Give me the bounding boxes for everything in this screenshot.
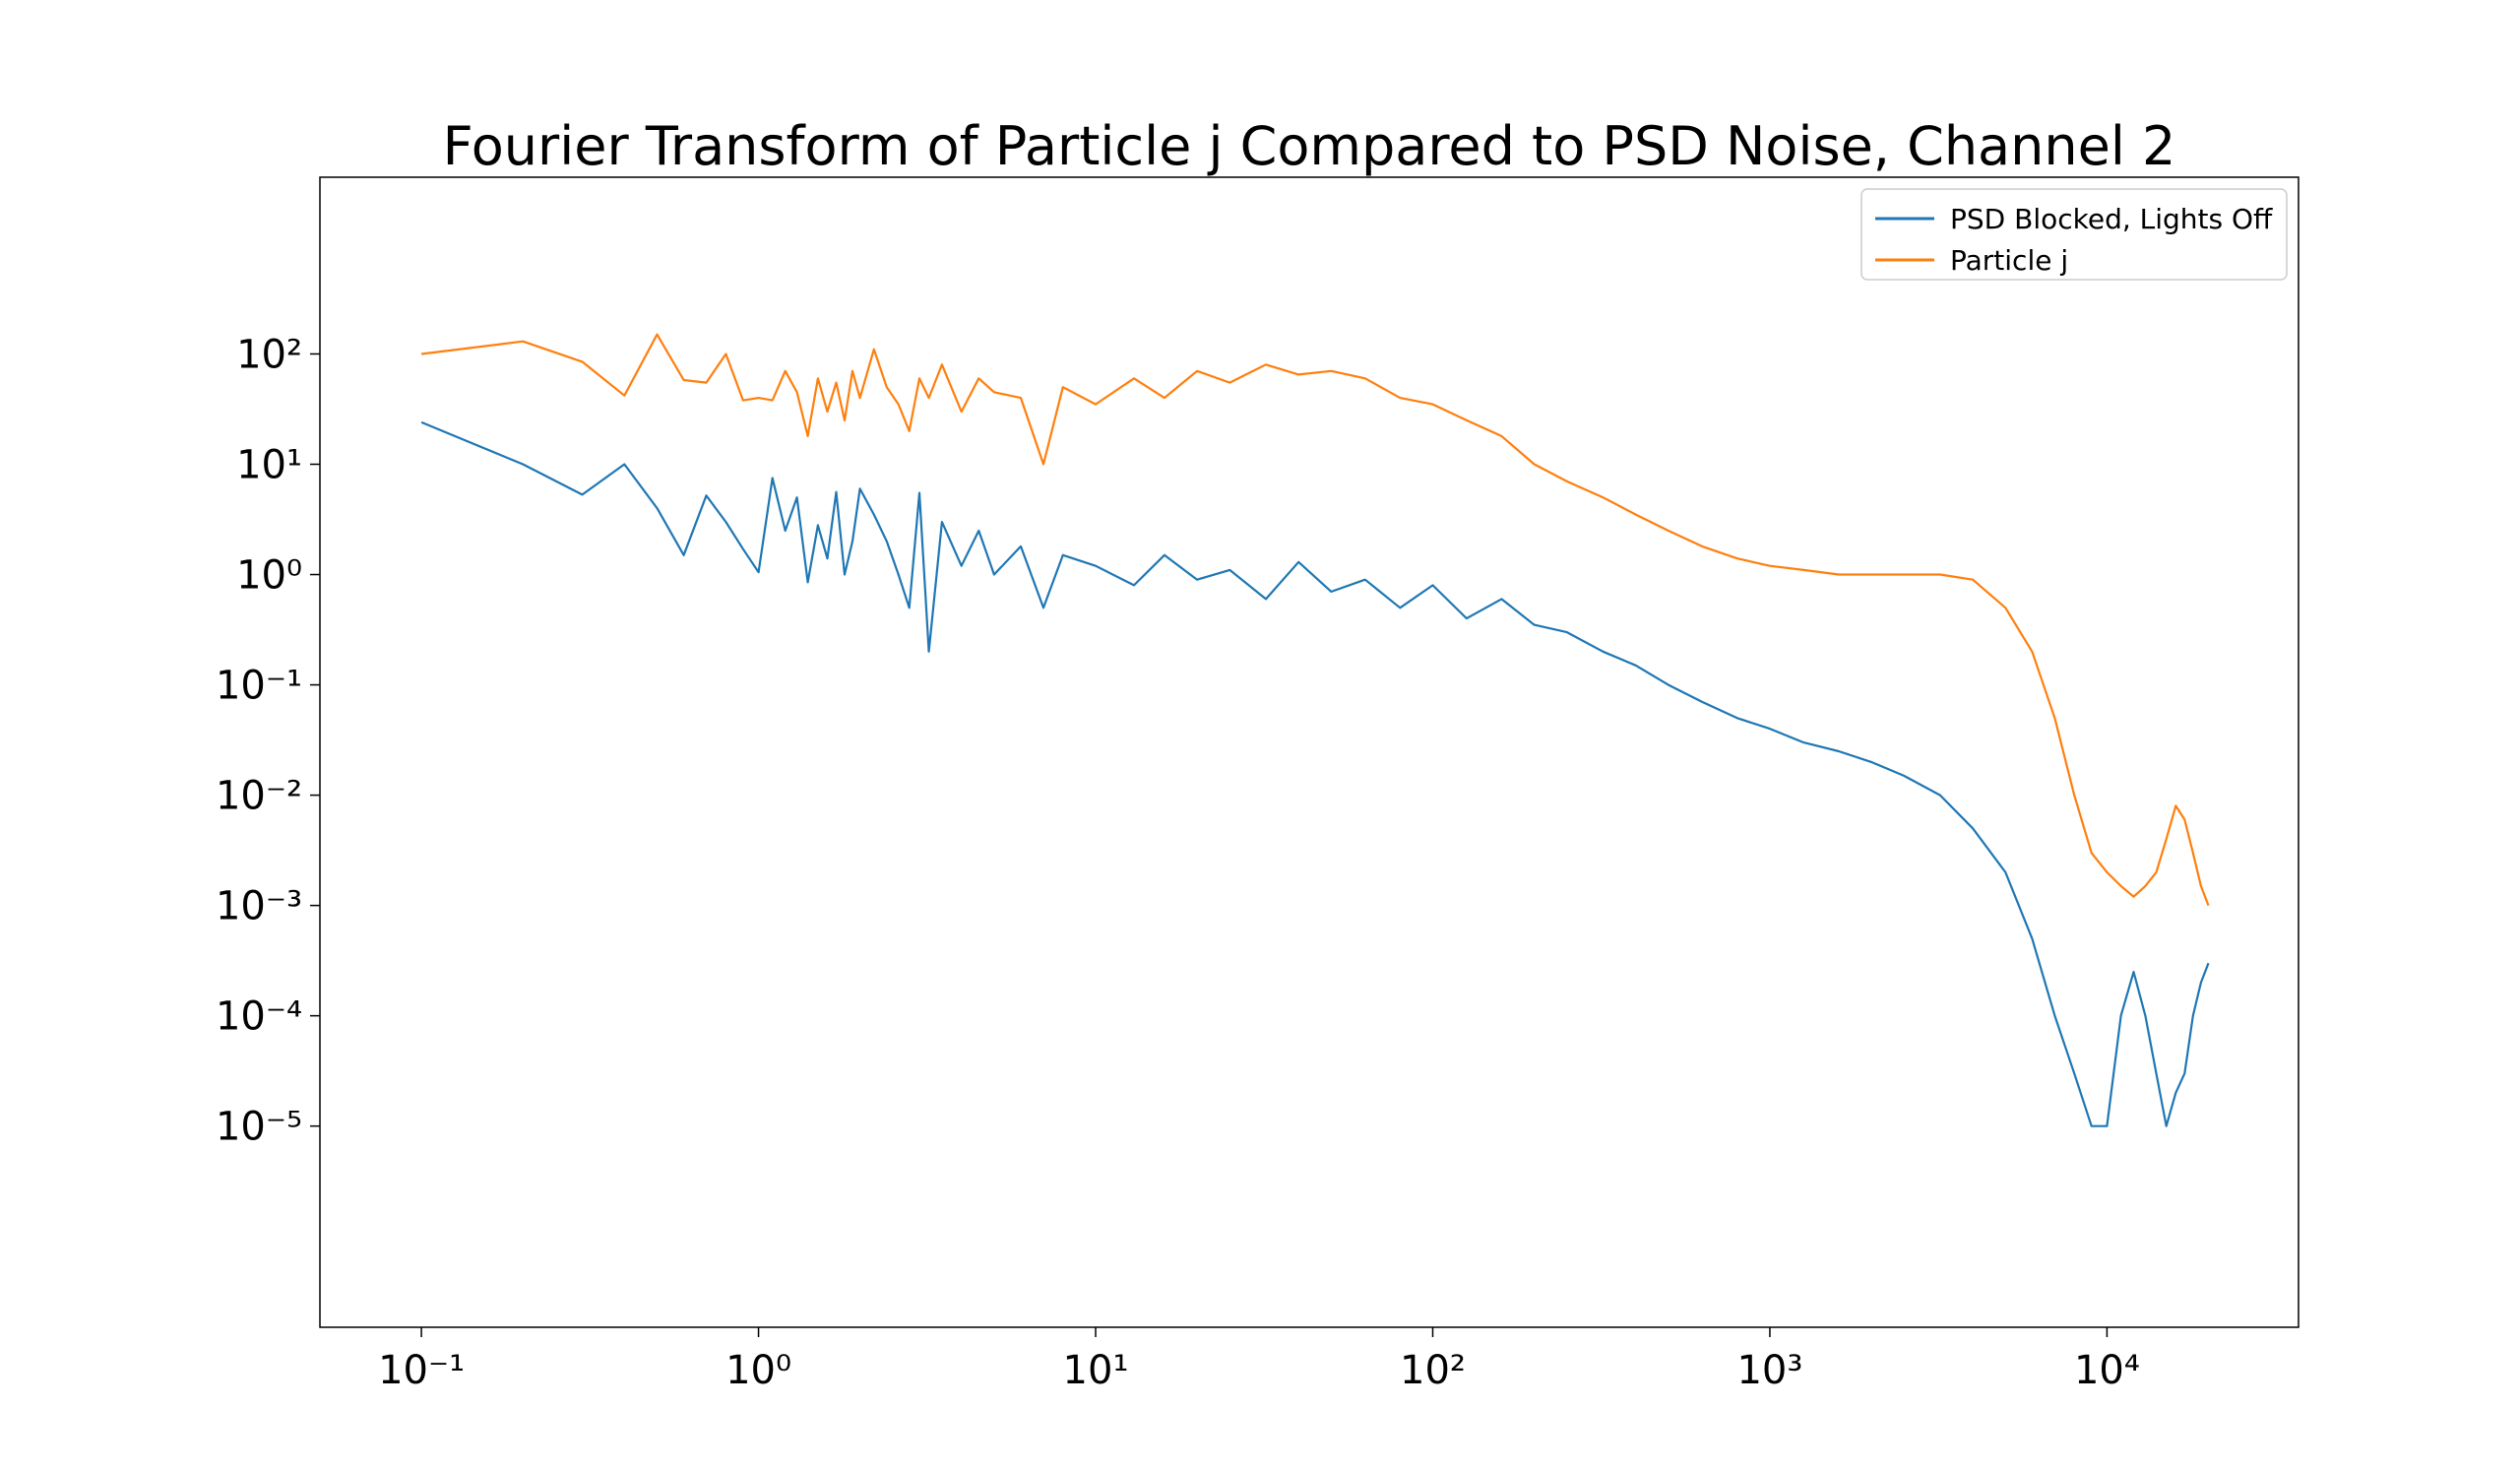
series-line-0 <box>420 420 2210 1127</box>
series-line-1 <box>420 333 2210 906</box>
x-tick-label: 10⁰ <box>725 1348 791 1393</box>
y-tick-label: 10¹ <box>236 443 302 488</box>
y-tick-label: 10⁻⁵ <box>216 1105 302 1150</box>
legend-label: Particle j <box>1950 244 2068 277</box>
plot-lines <box>420 333 2210 1127</box>
x-tick-label: 10² <box>1400 1348 1466 1393</box>
y-tick-label: 10⁰ <box>236 553 302 599</box>
legend-box <box>1860 188 2288 281</box>
y-axis: 10² 10¹ 10⁰ 10⁻¹ 10⁻² 10⁻³ 10⁻⁴ 10⁻⁵ <box>216 332 320 1150</box>
legend-label: PSD Blocked, Lights Off <box>1950 203 2273 235</box>
x-tick-label: 10⁻¹ <box>378 1348 465 1393</box>
y-tick-label: 10⁻⁴ <box>216 994 302 1040</box>
y-tick-label: 10² <box>236 332 302 377</box>
legend: PSD Blocked, Lights Off Particle j <box>1860 188 2288 281</box>
x-axis: 10⁻¹ 10⁰ 10¹ 10² 10³ 10⁴ <box>378 1327 2140 1393</box>
y-tick-label: 10⁻³ <box>216 884 302 929</box>
chart-title: Fourier Transform of Particle j Compared… <box>443 115 2176 177</box>
y-tick-label: 10⁻¹ <box>216 664 302 709</box>
plot-frame <box>319 176 2300 1328</box>
x-tick-label: 10⁴ <box>2074 1348 2140 1393</box>
y-tick-label: 10⁻² <box>216 774 302 819</box>
x-tick-label: 10³ <box>1736 1348 1802 1393</box>
x-tick-label: 10¹ <box>1063 1348 1129 1393</box>
